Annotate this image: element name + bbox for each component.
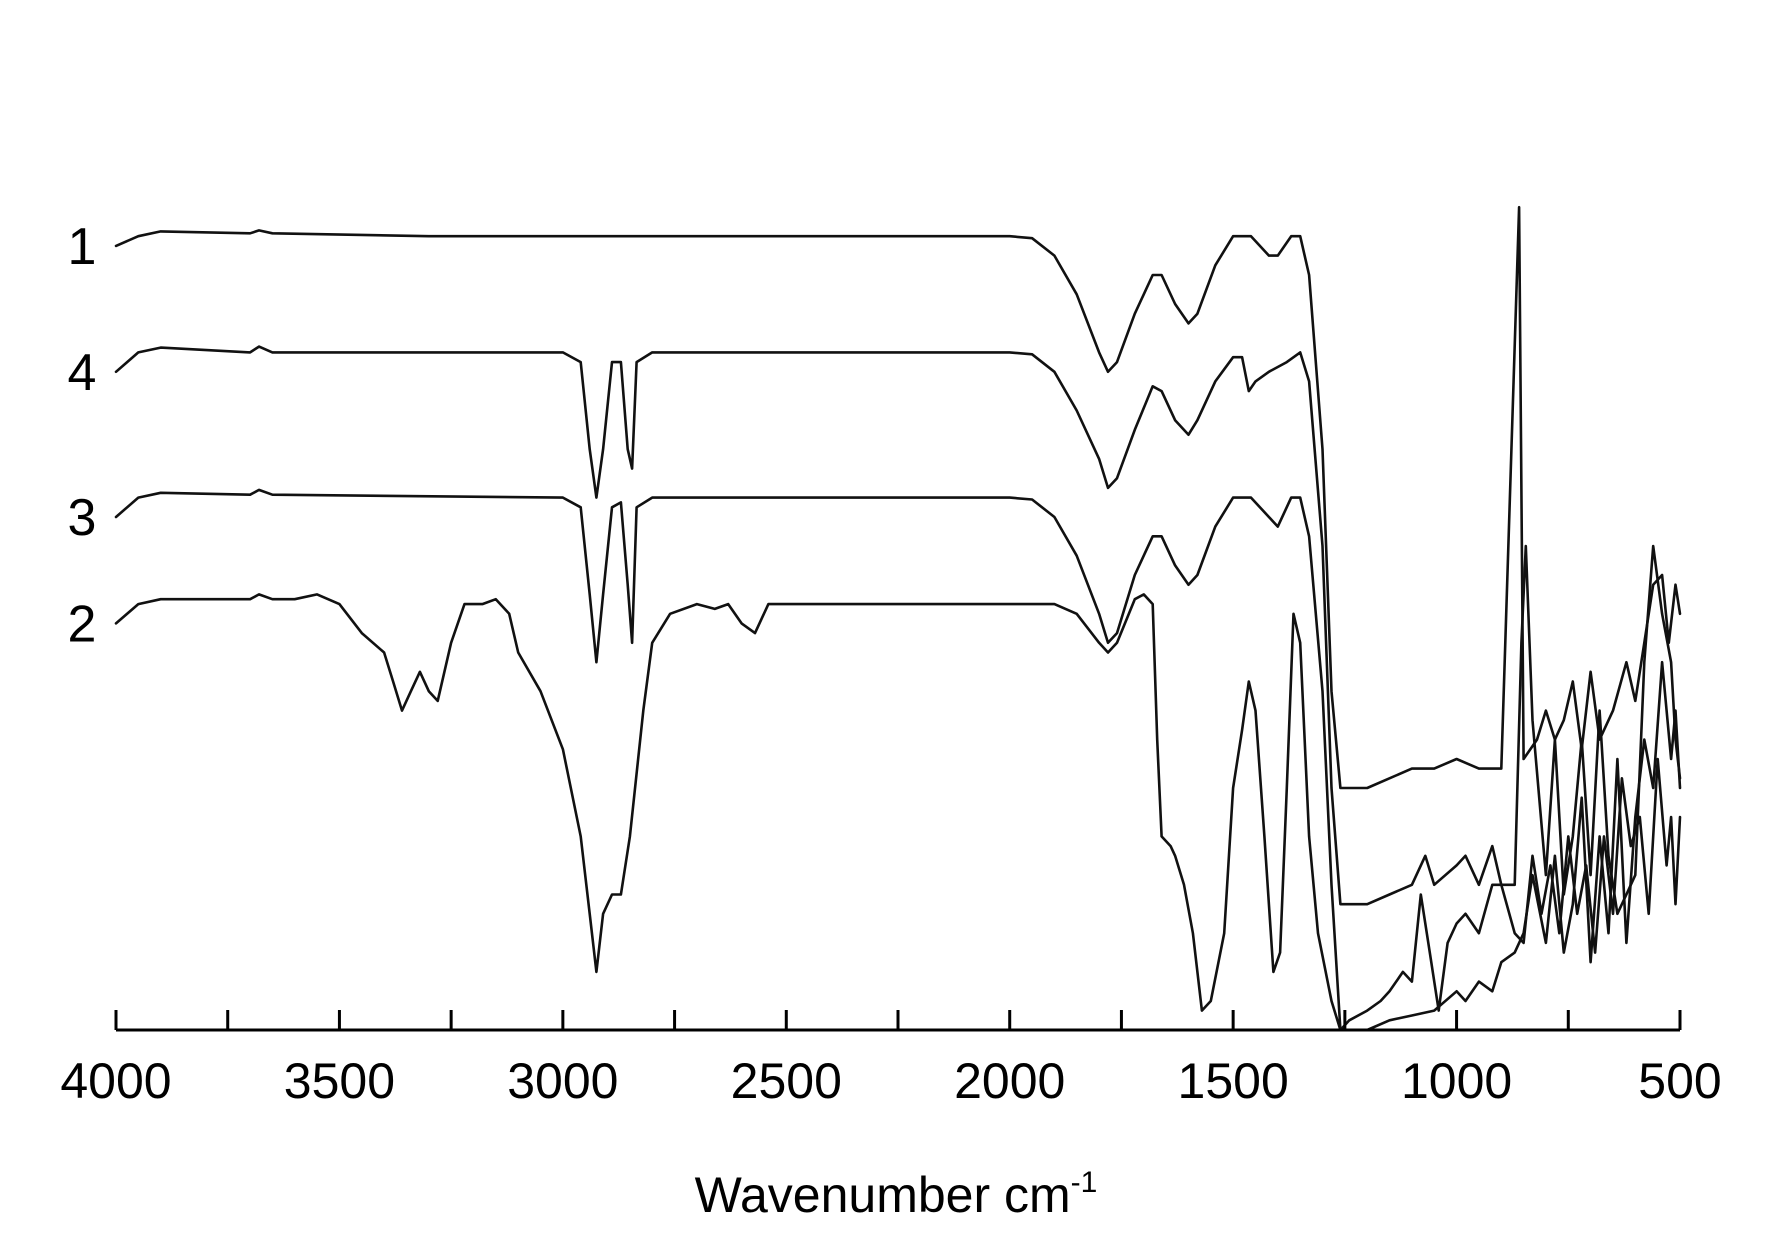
series-label-2: 2	[68, 595, 97, 653]
series-label-1: 1	[68, 218, 97, 276]
x-tick-label-3000: 3000	[507, 1053, 618, 1109]
series-label-4: 4	[68, 344, 97, 402]
x-axis-ticks: 4000 3500 3000 2500 2000 1500 1000 500	[60, 1010, 1722, 1109]
x-tick-label-2500: 2500	[731, 1053, 842, 1109]
x-tick-label-4000: 4000	[60, 1053, 171, 1109]
x-axis-title-text: Wavenumber cm	[695, 1167, 1071, 1223]
x-axis-title: Wavenumber cm-1	[695, 1166, 1098, 1223]
spectrum-trace-2	[114, 593, 1682, 1032]
x-tick-label-1000: 1000	[1401, 1053, 1512, 1109]
spectrum-trace-4	[114, 345, 1682, 916]
spectrum-trace-3	[114, 488, 1682, 1032]
x-axis-title-superscript: -1	[1071, 1166, 1098, 1199]
x-tick-label-500: 500	[1638, 1053, 1721, 1109]
series-label-3: 3	[68, 489, 97, 547]
spectra-group	[114, 205, 1682, 1032]
spectrum-trace-1	[114, 205, 1682, 790]
x-tick-label-2000: 2000	[954, 1053, 1065, 1109]
series-labels: 1 4 3 2	[68, 218, 97, 654]
x-tick-label-1500: 1500	[1178, 1053, 1289, 1109]
x-tick-label-3500: 3500	[284, 1053, 395, 1109]
